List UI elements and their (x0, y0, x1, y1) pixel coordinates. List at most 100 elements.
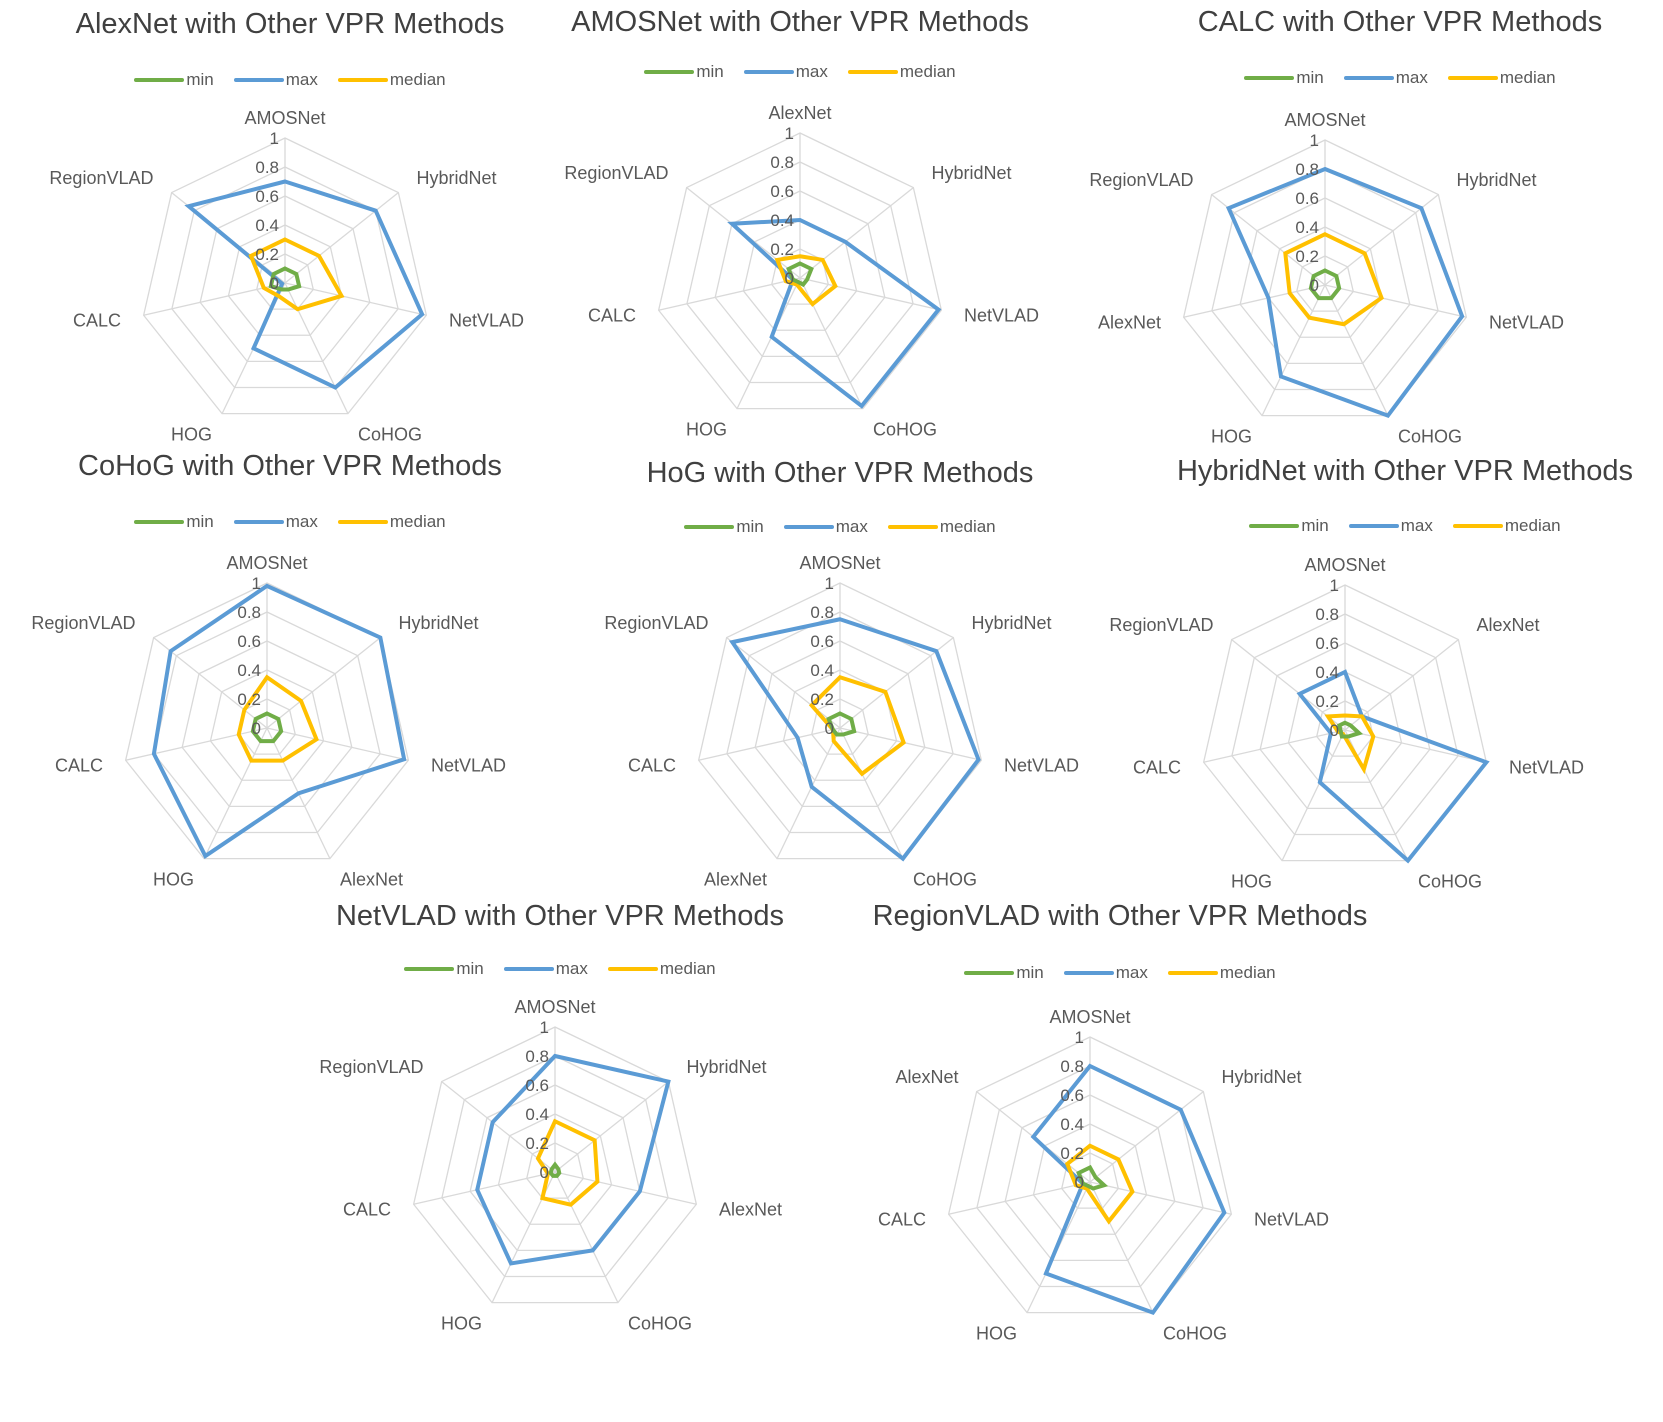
grid-spoke (1344, 729, 1487, 763)
axis-label-regionvlad: RegionVLAD (1109, 615, 1213, 635)
axis-label-calc: CALC (628, 755, 676, 775)
legend-swatch-median (337, 520, 388, 524)
axis-label-hog: HOG (1211, 427, 1252, 447)
grid-spoke (1203, 729, 1346, 763)
grid-ring (1267, 226, 1383, 338)
legend-swatch-median (1167, 971, 1218, 975)
legend-label: median (659, 959, 716, 978)
chart-title: NetVLAD with Other VPR Methods (335, 900, 785, 932)
tick-label: 0.4 (255, 216, 279, 235)
legend-item-min: min (1244, 68, 1324, 88)
chart-title: AMOSNet with Other VPR Methods (571, 6, 1029, 38)
legend-label: min (186, 512, 214, 531)
series-max-line (475, 1053, 671, 1266)
grid-ring (1032, 1123, 1148, 1235)
legend-label: median (389, 70, 446, 89)
legend-label: max (285, 512, 318, 531)
series-median-line (1283, 232, 1384, 327)
legend-item-min: min (644, 62, 724, 82)
grid-spoke (284, 282, 427, 316)
series-min-line (1336, 720, 1364, 739)
tick-label: 0.6 (810, 632, 834, 651)
axis-label-netvlad: NetVLAD (1004, 755, 1079, 775)
grid-ring (469, 1084, 641, 1252)
series-median-line (1324, 713, 1376, 775)
legend-item-median: median (887, 517, 996, 537)
grid-ring (1287, 671, 1403, 783)
legend-swatch-median (887, 525, 938, 529)
grid-spoke (143, 282, 286, 316)
chart-legend: min max median (1160, 68, 1640, 88)
legend-label: min (1296, 68, 1324, 87)
tick-label: 0 (785, 269, 794, 288)
axis-label-alexnet: AlexNet (704, 870, 767, 890)
grid-spoke (1324, 284, 1389, 416)
tick-label: 0.2 (1295, 247, 1319, 266)
tick-label: 0.4 (1295, 218, 1319, 237)
tick-label: 0.6 (525, 1076, 549, 1095)
legend-label: median (939, 517, 996, 536)
legend-swatch-max (783, 525, 834, 529)
series-median-line (774, 254, 838, 307)
tick-label: 1 (540, 1018, 549, 1037)
grid-ring (1316, 700, 1374, 757)
legend-label: max (555, 959, 588, 978)
grid-ring (526, 1142, 584, 1199)
chart-title: CoHoG with Other VPR Methods (78, 450, 502, 482)
axis-label-cohog: CoHOG (628, 1314, 692, 1334)
legend-label: median (1504, 516, 1561, 535)
legend-swatch-max (233, 78, 284, 82)
series-max-line (1030, 1063, 1227, 1316)
legend-label: median (899, 62, 956, 81)
grid-spoke (839, 727, 982, 761)
legend-swatch-max (1063, 971, 1114, 975)
tick-label: 0.2 (770, 240, 794, 259)
tick-label: 0 (1310, 276, 1319, 295)
axis-label-hybridnet: HybridNet (399, 613, 479, 633)
tick-label: 0.8 (810, 603, 834, 622)
series-min-line (786, 261, 814, 288)
legend-item-max: max (1063, 963, 1148, 983)
grid-spoke (1089, 1091, 1204, 1183)
grid-spoke (1281, 729, 1346, 861)
grid-ring (1259, 642, 1431, 810)
chart-legend: min max median (550, 62, 1050, 82)
axis-label-cohog: CoHOG (1398, 427, 1462, 447)
grid-spoke (1261, 284, 1326, 416)
legend-item-max: max (503, 959, 588, 979)
legend-item-max: max (1348, 516, 1433, 536)
legend-item-median: median (1447, 68, 1556, 88)
legend-label: min (736, 517, 764, 536)
grid-spoke (441, 1081, 556, 1173)
tick-label: 0.2 (1315, 692, 1339, 711)
tick-label: 0.6 (237, 632, 261, 651)
tick-label: 0.4 (1315, 663, 1339, 682)
tick-label: 1 (252, 574, 261, 593)
grid-spoke (266, 637, 381, 729)
grid-spoke (284, 282, 349, 414)
axis-label-netvlad: NetVLAD (1254, 1209, 1329, 1229)
axis-label-netvlad: NetVLAD (431, 755, 506, 775)
axis-label-amosnet: AMOSNet (799, 553, 880, 573)
legend-swatch-median (607, 967, 658, 971)
axis-label-amosnet: AMOSNet (1284, 110, 1365, 130)
legend-label: min (456, 959, 484, 978)
legend-item-median: median (1167, 963, 1276, 983)
chart-legend: min max median (40, 512, 540, 532)
legend-item-median: median (337, 70, 446, 90)
tick-label: 0.4 (237, 661, 261, 680)
axis-label-regionvlad: RegionVLAD (319, 1057, 423, 1077)
axis-label-alexnet: AlexNet (1098, 312, 1161, 332)
legend-swatch-min (964, 971, 1015, 975)
axis-label-netvlad: NetVLAD (1509, 757, 1584, 777)
chart-legend: min max median (300, 959, 820, 979)
grid-spoke (1089, 1181, 1154, 1313)
axis-label-alexnet: AlexNet (768, 103, 831, 123)
grid-spoke (1344, 639, 1459, 731)
axis-label-alexnet: AlexNet (719, 1199, 782, 1219)
legend-swatch-min (134, 78, 185, 82)
